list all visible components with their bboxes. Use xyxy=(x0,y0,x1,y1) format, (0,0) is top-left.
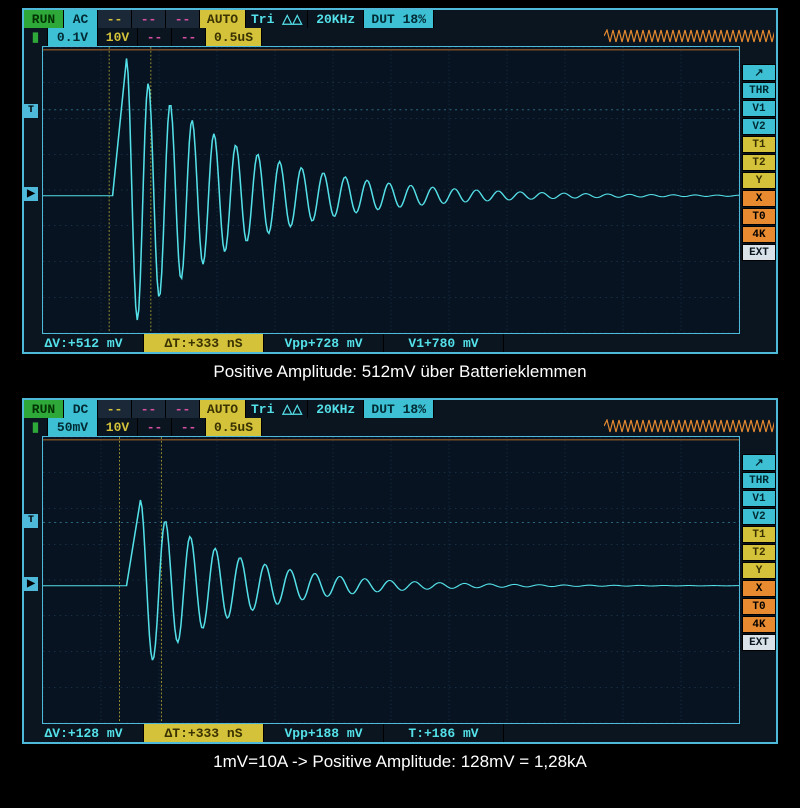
side-button-ext[interactable]: EXT xyxy=(742,244,776,261)
status-badge: -- xyxy=(132,10,166,28)
waveform-svg-2 xyxy=(43,437,739,723)
measurement-row-2: ΔV:+128 mVΔT:+333 nSVpp+188 mVT:+186 mV xyxy=(24,724,776,742)
status-badge: Tri △△ xyxy=(246,10,308,28)
side-button-v2[interactable]: V2 xyxy=(742,118,776,135)
status-badge: -- xyxy=(138,28,172,46)
plot-area-1[interactable] xyxy=(42,46,740,334)
top-status-row-1: RUNAC------AUTOTri △△20KHzDUT 18% xyxy=(24,10,776,28)
side-badges-1: ↗THRV1V2T1T2YXT04KEXT xyxy=(742,64,776,261)
status-badge: AUTO xyxy=(200,400,246,418)
side-button-v1[interactable]: V1 xyxy=(742,100,776,117)
side-button-x[interactable]: X xyxy=(742,190,776,207)
side-button-thr[interactable]: THR xyxy=(742,82,776,99)
status-badge: -- xyxy=(132,400,166,418)
status-badge: 10V xyxy=(98,418,138,436)
status-badge: RUN xyxy=(24,400,64,418)
side-button-thr[interactable]: THR xyxy=(742,472,776,489)
gnd-marker: ▶ xyxy=(24,577,38,591)
side-button-4k[interactable]: 4K xyxy=(742,226,776,243)
side-button-4k[interactable]: 4K xyxy=(742,616,776,633)
top-status-row-2: RUNDC------AUTOTri △△20KHzDUT 18% xyxy=(24,400,776,418)
status-badge: -- xyxy=(98,10,132,28)
side-button-↗[interactable]: ↗ xyxy=(742,454,776,471)
side-button-ext[interactable]: EXT xyxy=(742,634,776,651)
side-button-x[interactable]: X xyxy=(742,580,776,597)
status-badge: ΔV:+512 mV xyxy=(24,334,144,352)
status-badge: 20KHz xyxy=(308,400,364,418)
status-badge: ▮ xyxy=(24,28,48,46)
status-badge: 10V xyxy=(98,28,138,46)
status-badge: -- xyxy=(172,28,206,46)
status-badge: DUT 18% xyxy=(364,10,434,28)
status-badge: DC xyxy=(64,400,98,418)
side-button-y[interactable]: Y xyxy=(742,172,776,189)
side-button-v2[interactable]: V2 xyxy=(742,508,776,525)
status-badge: 0.1V xyxy=(48,28,98,46)
status-badge: ΔT:+333 nS xyxy=(144,334,264,352)
measurement-row-1: ΔV:+512 mVΔT:+333 nSVpp+728 mVV1+780 mV xyxy=(24,334,776,352)
status-badge: 0.5uS xyxy=(206,28,262,46)
side-button-t1[interactable]: T1 xyxy=(742,526,776,543)
status-badge: ▮ xyxy=(24,418,48,436)
side-button-↗[interactable]: ↗ xyxy=(742,64,776,81)
status-badge: DUT 18% xyxy=(364,400,434,418)
status-badge: 50mV xyxy=(48,418,98,436)
status-badge: 0.5uS xyxy=(206,418,262,436)
status-badge: V1+780 mV xyxy=(384,334,504,352)
status-badge: -- xyxy=(172,418,206,436)
side-button-t0[interactable]: T0 xyxy=(742,598,776,615)
status-badge: -- xyxy=(166,10,200,28)
gnd-marker: ▶ xyxy=(24,187,38,201)
status-badge: ΔT:+333 nS xyxy=(144,724,264,742)
plot-area-2[interactable] xyxy=(42,436,740,724)
side-button-t0[interactable]: T0 xyxy=(742,208,776,225)
caption-1: Positive Amplitude: 512mV über Batteriek… xyxy=(0,358,800,390)
status-badge: 20KHz xyxy=(308,10,364,28)
side-badges-2: ↗THRV1V2T1T2YXT04KEXT xyxy=(742,454,776,651)
status-badge: AUTO xyxy=(200,10,246,28)
oscilloscope-1: RUNAC------AUTOTri △△20KHzDUT 18% ▮0.1V1… xyxy=(22,8,778,354)
left-markers-2: T ▶ xyxy=(24,436,40,724)
side-button-t1[interactable]: T1 xyxy=(742,136,776,153)
status-badge: RUN xyxy=(24,10,64,28)
status-badge: ΔV:+128 mV xyxy=(24,724,144,742)
status-badge: Vpp+728 mV xyxy=(264,334,384,352)
status-badge: T:+186 mV xyxy=(384,724,504,742)
status-badge: -- xyxy=(166,400,200,418)
thr-marker: T xyxy=(24,104,38,118)
left-markers-1: T ▶ xyxy=(24,46,40,334)
side-button-v1[interactable]: V1 xyxy=(742,490,776,507)
trigger-wave-icon xyxy=(604,29,774,43)
status-badge: -- xyxy=(98,400,132,418)
trigger-wave-icon xyxy=(604,419,774,433)
side-button-t2[interactable]: T2 xyxy=(742,544,776,561)
status-badge: Vpp+188 mV xyxy=(264,724,384,742)
caption-2: 1mV=10A -> Positive Amplitude: 128mV = 1… xyxy=(0,748,800,780)
waveform-svg-1 xyxy=(43,47,739,333)
thr-marker: T xyxy=(24,514,38,528)
status-badge: AC xyxy=(64,10,98,28)
side-button-y[interactable]: Y xyxy=(742,562,776,579)
oscilloscope-2: RUNDC------AUTOTri △△20KHzDUT 18% ▮50mV1… xyxy=(22,398,778,744)
side-button-t2[interactable]: T2 xyxy=(742,154,776,171)
status-badge: -- xyxy=(138,418,172,436)
status-badge: Tri △△ xyxy=(246,400,308,418)
